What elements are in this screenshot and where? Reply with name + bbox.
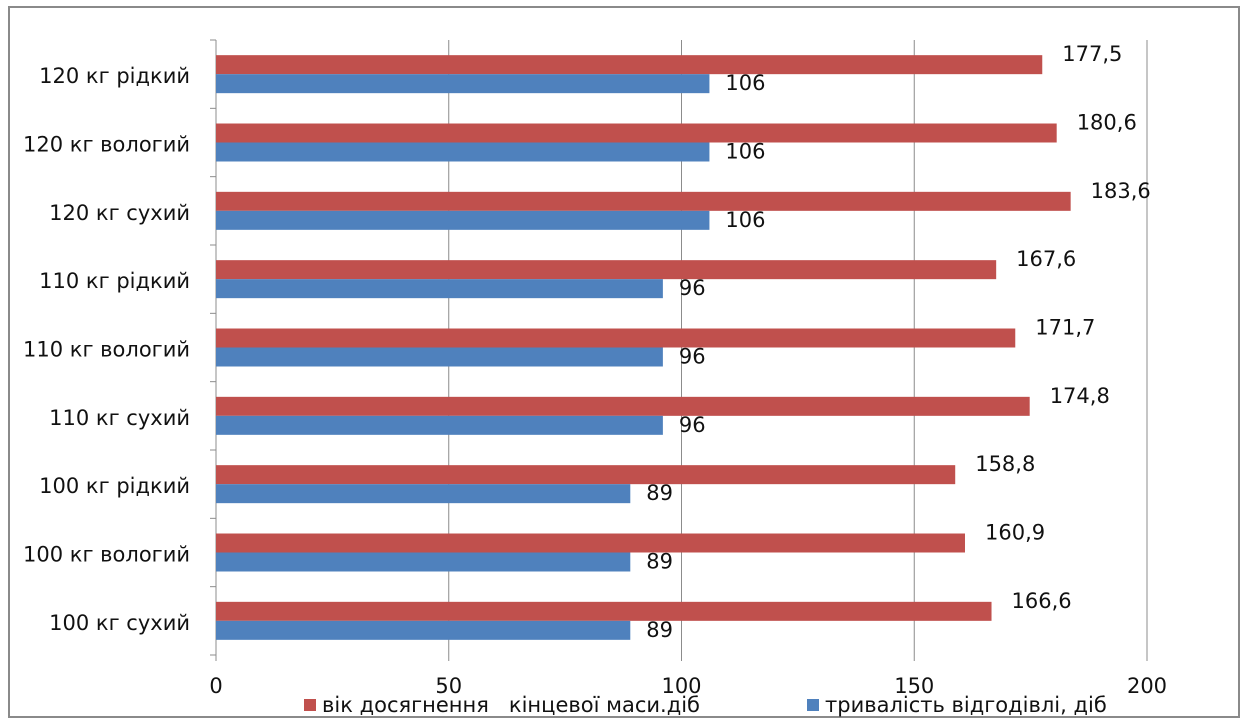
data-label: 96 bbox=[679, 276, 706, 300]
bar-blue bbox=[216, 552, 631, 572]
data-labels: 100 кг сухий 166,6 89 100 кг вологий 160,9 89… bbox=[23, 42, 1151, 642]
category-label: 120 кг сухий bbox=[49, 201, 190, 225]
bar-blue bbox=[216, 74, 710, 94]
bar-red bbox=[216, 396, 1030, 416]
x-tick-label: 150 bbox=[894, 674, 934, 698]
data-label: 166,6 bbox=[1012, 589, 1072, 613]
data-label: 183,6 bbox=[1091, 179, 1151, 203]
data-label: 167,6 bbox=[1016, 247, 1076, 271]
legend: вік досягнення кінцевої маси.діб триваліс… bbox=[304, 693, 1107, 717]
bar-blue bbox=[216, 484, 631, 504]
x-tick-label: 200 bbox=[1127, 674, 1167, 698]
data-label: 171,7 bbox=[1035, 316, 1095, 340]
x-tick-label: 50 bbox=[435, 674, 462, 698]
category-label: 110 кг вологий bbox=[23, 338, 190, 362]
data-label: 158,8 bbox=[975, 452, 1035, 476]
data-label: 106 bbox=[725, 71, 765, 95]
data-label: 89 bbox=[646, 481, 673, 505]
legend-label: вік досягнення кінцевої маси.діб bbox=[322, 693, 700, 717]
bar-red bbox=[216, 55, 1043, 75]
bar-red bbox=[216, 533, 965, 553]
data-label: 106 bbox=[725, 208, 765, 232]
category-label: 110 кг сухий bbox=[49, 406, 190, 430]
category-label: 120 кг рідкий bbox=[39, 64, 190, 88]
bar-red bbox=[216, 191, 1071, 211]
data-label: 89 bbox=[646, 618, 673, 642]
legend-swatch bbox=[807, 699, 819, 711]
category-label: 100 кг вологий bbox=[23, 543, 190, 567]
bar-blue bbox=[216, 347, 663, 367]
category-label: 100 кг сухий bbox=[49, 611, 190, 635]
data-label: 177,5 bbox=[1062, 42, 1122, 66]
bar-red bbox=[216, 260, 997, 280]
data-label: 89 bbox=[646, 550, 673, 574]
x-tick-label: 100 bbox=[661, 674, 701, 698]
bar-blue bbox=[216, 142, 710, 162]
legend-label: тривалість відгодівлі, діб bbox=[825, 693, 1107, 717]
data-label: 174,8 bbox=[1050, 384, 1110, 408]
x-tick-label: 0 bbox=[209, 674, 222, 698]
category-label: 120 кг вологий bbox=[23, 133, 190, 157]
bar-red bbox=[216, 328, 1016, 348]
bars bbox=[216, 55, 1071, 640]
legend-swatch bbox=[304, 699, 316, 711]
bar-red bbox=[216, 465, 956, 485]
bar-red bbox=[216, 601, 992, 621]
bar-blue bbox=[216, 620, 631, 640]
axes: 0 50 100 150 200 bbox=[209, 39, 1167, 698]
bar-blue bbox=[216, 279, 663, 299]
category-label: 100 кг рідкий bbox=[39, 474, 190, 498]
bar-red bbox=[216, 123, 1057, 143]
category-label: 110 кг рідкий bbox=[39, 269, 190, 293]
data-label: 96 bbox=[679, 345, 706, 369]
data-label: 160,9 bbox=[985, 521, 1045, 545]
data-label: 180,6 bbox=[1077, 111, 1137, 135]
bar-blue bbox=[216, 415, 663, 435]
data-label: 106 bbox=[725, 140, 765, 164]
data-label: 96 bbox=[679, 413, 706, 437]
bar-blue bbox=[216, 210, 710, 230]
